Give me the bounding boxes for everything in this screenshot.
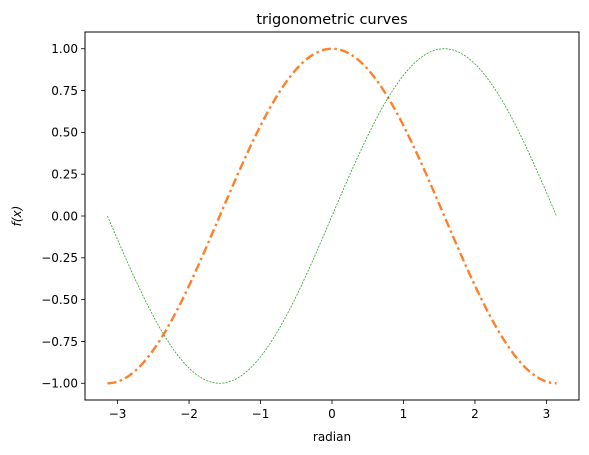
x-tick-label: 1 (400, 407, 408, 421)
series-sin-line (107, 48, 557, 384)
y-tick-label: 0.00 (51, 209, 78, 223)
chart-title: trigonometric curves (256, 12, 407, 28)
y-tick-label: −1.00 (41, 377, 78, 391)
y-axis-label-text: f(x) (10, 206, 24, 227)
x-tick-label: −3 (109, 407, 127, 421)
y-axis-label: f(x) (10, 206, 24, 227)
y-tick-label: 0.50 (51, 126, 78, 140)
x-tick-label: −1 (252, 407, 270, 421)
x-tick-label: −2 (180, 407, 198, 421)
series-cos-line (107, 47, 557, 385)
x-tick-label: 3 (543, 407, 551, 421)
y-tick-label: −0.75 (41, 335, 78, 349)
y-tick-label: −0.25 (41, 251, 78, 265)
y-tick-label: 0.25 (51, 167, 78, 181)
y-axis: −1.00 −0.75 −0.50 −0.25 0.00 0.25 0.50 0.75 1.00 (41, 42, 85, 391)
x-axis-label: radian (313, 430, 351, 444)
x-tick-label: 0 (328, 407, 336, 421)
y-tick-label: −0.50 (41, 293, 78, 307)
x-tick-label: 2 (471, 407, 479, 421)
y-tick-label: 0.75 (51, 84, 78, 98)
x-axis: −3 −2 −1 0 1 2 3 (109, 400, 551, 421)
series-layer (107, 47, 557, 385)
y-tick-label: 1.00 (51, 42, 78, 56)
